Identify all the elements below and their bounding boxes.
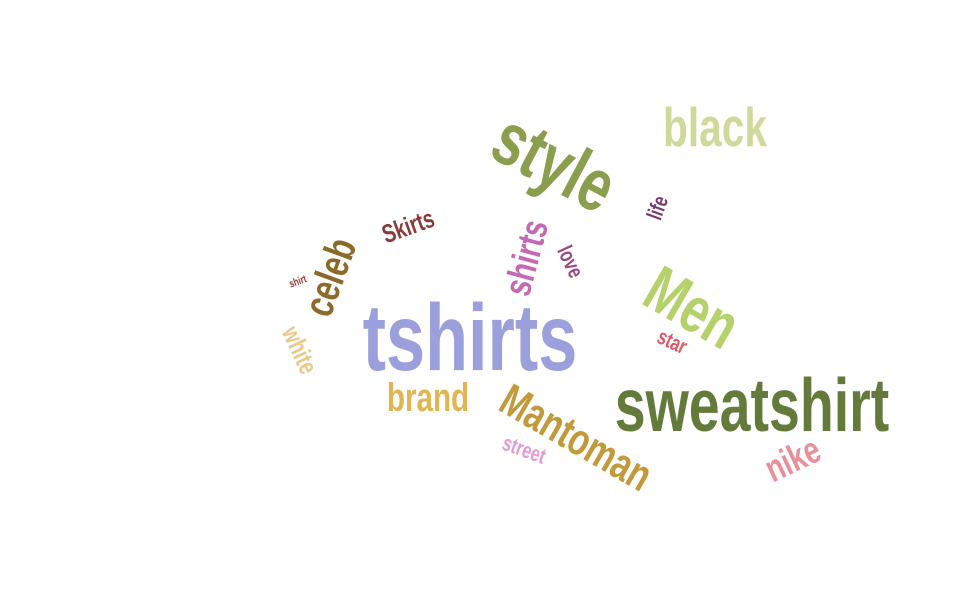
word: Skirts	[378, 203, 438, 249]
word: black	[663, 97, 767, 158]
word: tshirts	[363, 284, 578, 391]
word: style	[479, 95, 630, 229]
word: sweatshirt	[615, 363, 890, 447]
word: life	[642, 192, 674, 223]
word: Men	[632, 252, 752, 363]
word: love	[552, 242, 589, 282]
word: brand	[387, 376, 469, 420]
word: white	[276, 321, 324, 379]
word: shirt	[288, 273, 309, 291]
